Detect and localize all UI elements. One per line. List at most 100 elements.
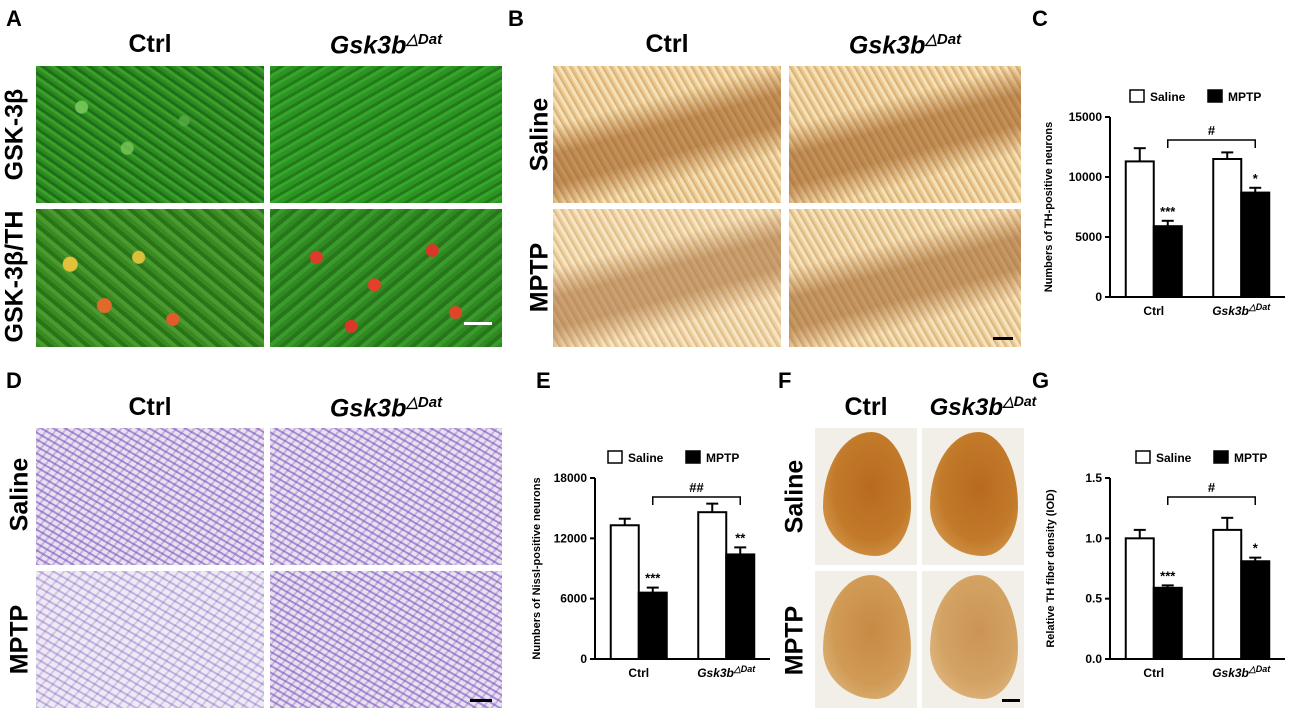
micrograph-nissl-mptp-ko [270,571,502,708]
y-tick-label: 0 [1095,290,1102,304]
chart-g: Relative TH fiber density (IOD) 0.0 0.5 1.0… [1045,450,1285,680]
bar-mptp [1152,586,1183,661]
legend-swatch-saline [607,450,623,464]
micrograph-th-saline-ko [789,66,1021,203]
x-tick-label: Ctrl [1143,666,1164,680]
legend-swatch-mptp [1213,450,1229,464]
y-tick-label: 0.0 [1085,652,1102,666]
panel-label-b: B [508,6,524,31]
bar-saline [1212,528,1243,660]
panel-f-col-ctrl: Ctrl [844,393,888,421]
micrograph-merge-ko [270,209,502,347]
legend-swatch-saline [1129,89,1145,103]
panel-a-col-ctrl: Ctrl [128,30,172,58]
striatum-saline-ctrl [815,428,917,565]
chart-e: Numbers of Nissl-positive neurons 0 6000 12… [531,450,770,680]
panel-d-col-ctrl: Ctrl [128,393,172,421]
x-tick-label: Gsk3b△Dat [1212,302,1271,318]
significance-hash: # [1208,480,1216,495]
scale-bar-f [1002,699,1020,702]
significance-hash: # [1208,123,1216,138]
bar-saline [1124,160,1155,299]
panel-label-e: E [536,368,551,393]
panel-d-row-saline: Saline [5,457,34,532]
bar-mptp [1240,560,1271,660]
panel-label-a: A [6,6,22,31]
y-tick-label: 0 [580,652,587,666]
bar-mptp [637,591,668,660]
x-tick-label: Gsk3b△Dat [1212,664,1271,680]
micrograph-merge-ctrl [36,209,264,347]
y-tick-label: 15000 [1069,110,1103,124]
legend-swatch-mptp [1207,89,1223,103]
y-axis-label: Relative TH fiber density (IOD) [1045,489,1057,648]
panel-b-col-ctrl: Ctrl [645,30,689,58]
y-tick-label: 6000 [560,592,587,606]
panel-a-row-gsk3b-th: GSK-3β/TH [0,210,29,343]
comparison-bracket [1167,139,1256,148]
x-tick-label: Ctrl [628,666,649,680]
chart-c: Numbers of TH-positive neurons 0 5000 10000… [1043,89,1285,318]
significance-star: *** [645,571,661,586]
panel-b-row-mptp: MPTP [525,242,554,313]
legend-label-mptp: MPTP [1228,90,1261,104]
panel-f-row-mptp: MPTP [780,605,809,676]
y-tick-label: 5000 [1075,230,1102,244]
panel-d-row-mptp: MPTP [5,604,34,675]
bar-mptp [1240,191,1271,299]
micrograph-nissl-mptp-ctrl [36,571,264,708]
micrograph-th-saline-ctrl [553,66,781,203]
bar-saline [1212,158,1243,298]
scale-bar-b [993,337,1013,340]
legend-label-mptp: MPTP [706,451,739,465]
legend-swatch-saline [1135,450,1151,464]
micrograph-th-mptp-ctrl [553,209,781,347]
micrograph-nissl-saline-ko [270,428,502,565]
panel-f-row-saline: Saline [780,459,809,534]
micrograph-th-mptp-ko [789,209,1021,347]
micrograph-gsk3b-ko [270,66,502,203]
significance-star: * [1253,541,1259,556]
legend-label-saline: Saline [628,451,664,465]
y-tick-label: 18000 [554,471,588,485]
significance-star: *** [1160,568,1176,583]
y-tick-label: 0.5 [1085,592,1102,606]
panel-a-row-gsk3b: GSK-3β [0,88,29,181]
y-axis-label: Numbers of TH-positive neurons [1043,122,1055,293]
comparison-bracket [652,496,741,505]
bar-saline [1124,537,1155,660]
legend-label-mptp: MPTP [1234,451,1267,465]
panel-b-row-saline: Saline [525,97,554,172]
panel-b-col-gsk: Gsk3b△Dat [848,31,962,60]
bar-mptp [1152,225,1183,298]
legend-label-saline: Saline [1150,90,1186,104]
significance-hash: ## [689,480,704,495]
scale-bar-d [470,699,492,702]
x-tick-label: Gsk3b△Dat [697,664,756,680]
panel-label-g: G [1032,368,1050,393]
y-tick-label: 1.0 [1085,531,1102,545]
significance-star: ** [735,530,746,545]
significance-star: * [1253,171,1259,186]
y-axis-label: Numbers of Nissl-positive neurons [531,477,543,659]
bar-saline [697,511,728,660]
striatum-saline-ko [922,428,1024,565]
scale-bar-a [464,322,492,325]
panel-label-c: C [1032,6,1048,31]
panel-a-col-gsk: Gsk3b△Dat [329,31,443,60]
y-tick-label: 10000 [1069,170,1103,184]
striatum-mptp-ko [922,571,1024,708]
significance-star: *** [1160,204,1176,219]
micrograph-nissl-saline-ctrl [36,428,264,565]
bar-saline [609,524,640,660]
comparison-bracket [1167,496,1256,505]
bar-mptp [725,553,756,660]
panel-label-d: D [6,368,22,393]
micrograph-gsk3b-ctrl [36,66,264,203]
panel-d-col-gsk: Gsk3b△Dat [329,394,443,423]
legend-label-saline: Saline [1156,451,1192,465]
panel-f-col-gsk: Gsk3b△Dat [929,393,1037,421]
panel-label-f: F [778,368,792,393]
y-tick-label: 12000 [554,531,588,545]
x-tick-label: Ctrl [1143,304,1164,318]
